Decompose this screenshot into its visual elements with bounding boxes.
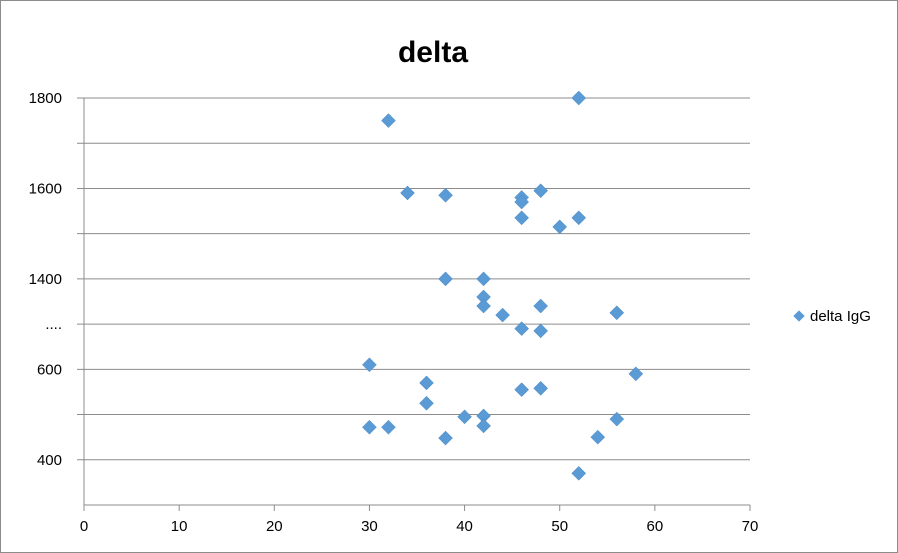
axes bbox=[83, 98, 750, 506]
x-tick-label: 30 bbox=[361, 518, 378, 535]
y-tick-label: 1800 bbox=[29, 90, 62, 107]
data-point bbox=[514, 194, 530, 210]
chart-title: delta bbox=[398, 36, 468, 69]
data-point bbox=[438, 271, 453, 287]
data-point bbox=[381, 113, 396, 128]
grid-lines bbox=[77, 97, 750, 461]
data-point bbox=[552, 219, 568, 235]
y-tick-label: 400 bbox=[37, 452, 62, 469]
data-point bbox=[362, 357, 377, 373]
data-point bbox=[571, 210, 587, 226]
x-tick-label: 10 bbox=[171, 518, 188, 535]
data-point bbox=[400, 185, 415, 201]
data-point bbox=[362, 419, 377, 435]
data-point bbox=[514, 321, 530, 336]
data-point bbox=[476, 418, 491, 434]
x-tick-label: 0 bbox=[80, 518, 88, 535]
data-point bbox=[609, 411, 625, 427]
data-point bbox=[533, 323, 549, 339]
data-point bbox=[533, 298, 549, 314]
data-point bbox=[457, 409, 472, 425]
legend-marker-delta-igg bbox=[793, 310, 805, 322]
data-point bbox=[381, 419, 396, 435]
x-tick-label: 70 bbox=[742, 518, 759, 535]
y-tick-labels: 400 600.... 1400 1600 1800 bbox=[29, 90, 62, 469]
data-point bbox=[476, 298, 491, 314]
x-tick-label: 40 bbox=[456, 518, 473, 535]
data-point bbox=[590, 429, 606, 445]
x-tick-labels: 0 10 20 30 40 50 60 70 bbox=[80, 505, 759, 535]
y-tick-label: 1400 bbox=[29, 271, 62, 288]
data-point bbox=[495, 307, 510, 323]
x-tick-label: 60 bbox=[647, 518, 664, 535]
data-point bbox=[438, 430, 453, 446]
data-points bbox=[362, 90, 644, 481]
data-point bbox=[571, 465, 587, 481]
data-point bbox=[514, 210, 530, 226]
data-point bbox=[628, 366, 644, 382]
y-tick-label: 600 bbox=[37, 361, 62, 378]
data-point bbox=[533, 183, 549, 199]
x-tick-label: 50 bbox=[551, 518, 568, 535]
legend: delta IgG bbox=[793, 308, 871, 325]
data-point bbox=[419, 375, 434, 391]
data-point bbox=[609, 305, 625, 321]
legend-label: delta IgG bbox=[810, 308, 871, 325]
data-point bbox=[571, 90, 587, 106]
data-point bbox=[514, 382, 530, 398]
data-point bbox=[476, 271, 491, 287]
y-tick-label: 1600 bbox=[29, 180, 62, 197]
data-point bbox=[438, 187, 453, 203]
data-point bbox=[533, 380, 549, 396]
x-tick-label: 20 bbox=[266, 518, 283, 535]
data-point bbox=[419, 395, 434, 411]
y-tick-label: .... bbox=[45, 316, 62, 333]
